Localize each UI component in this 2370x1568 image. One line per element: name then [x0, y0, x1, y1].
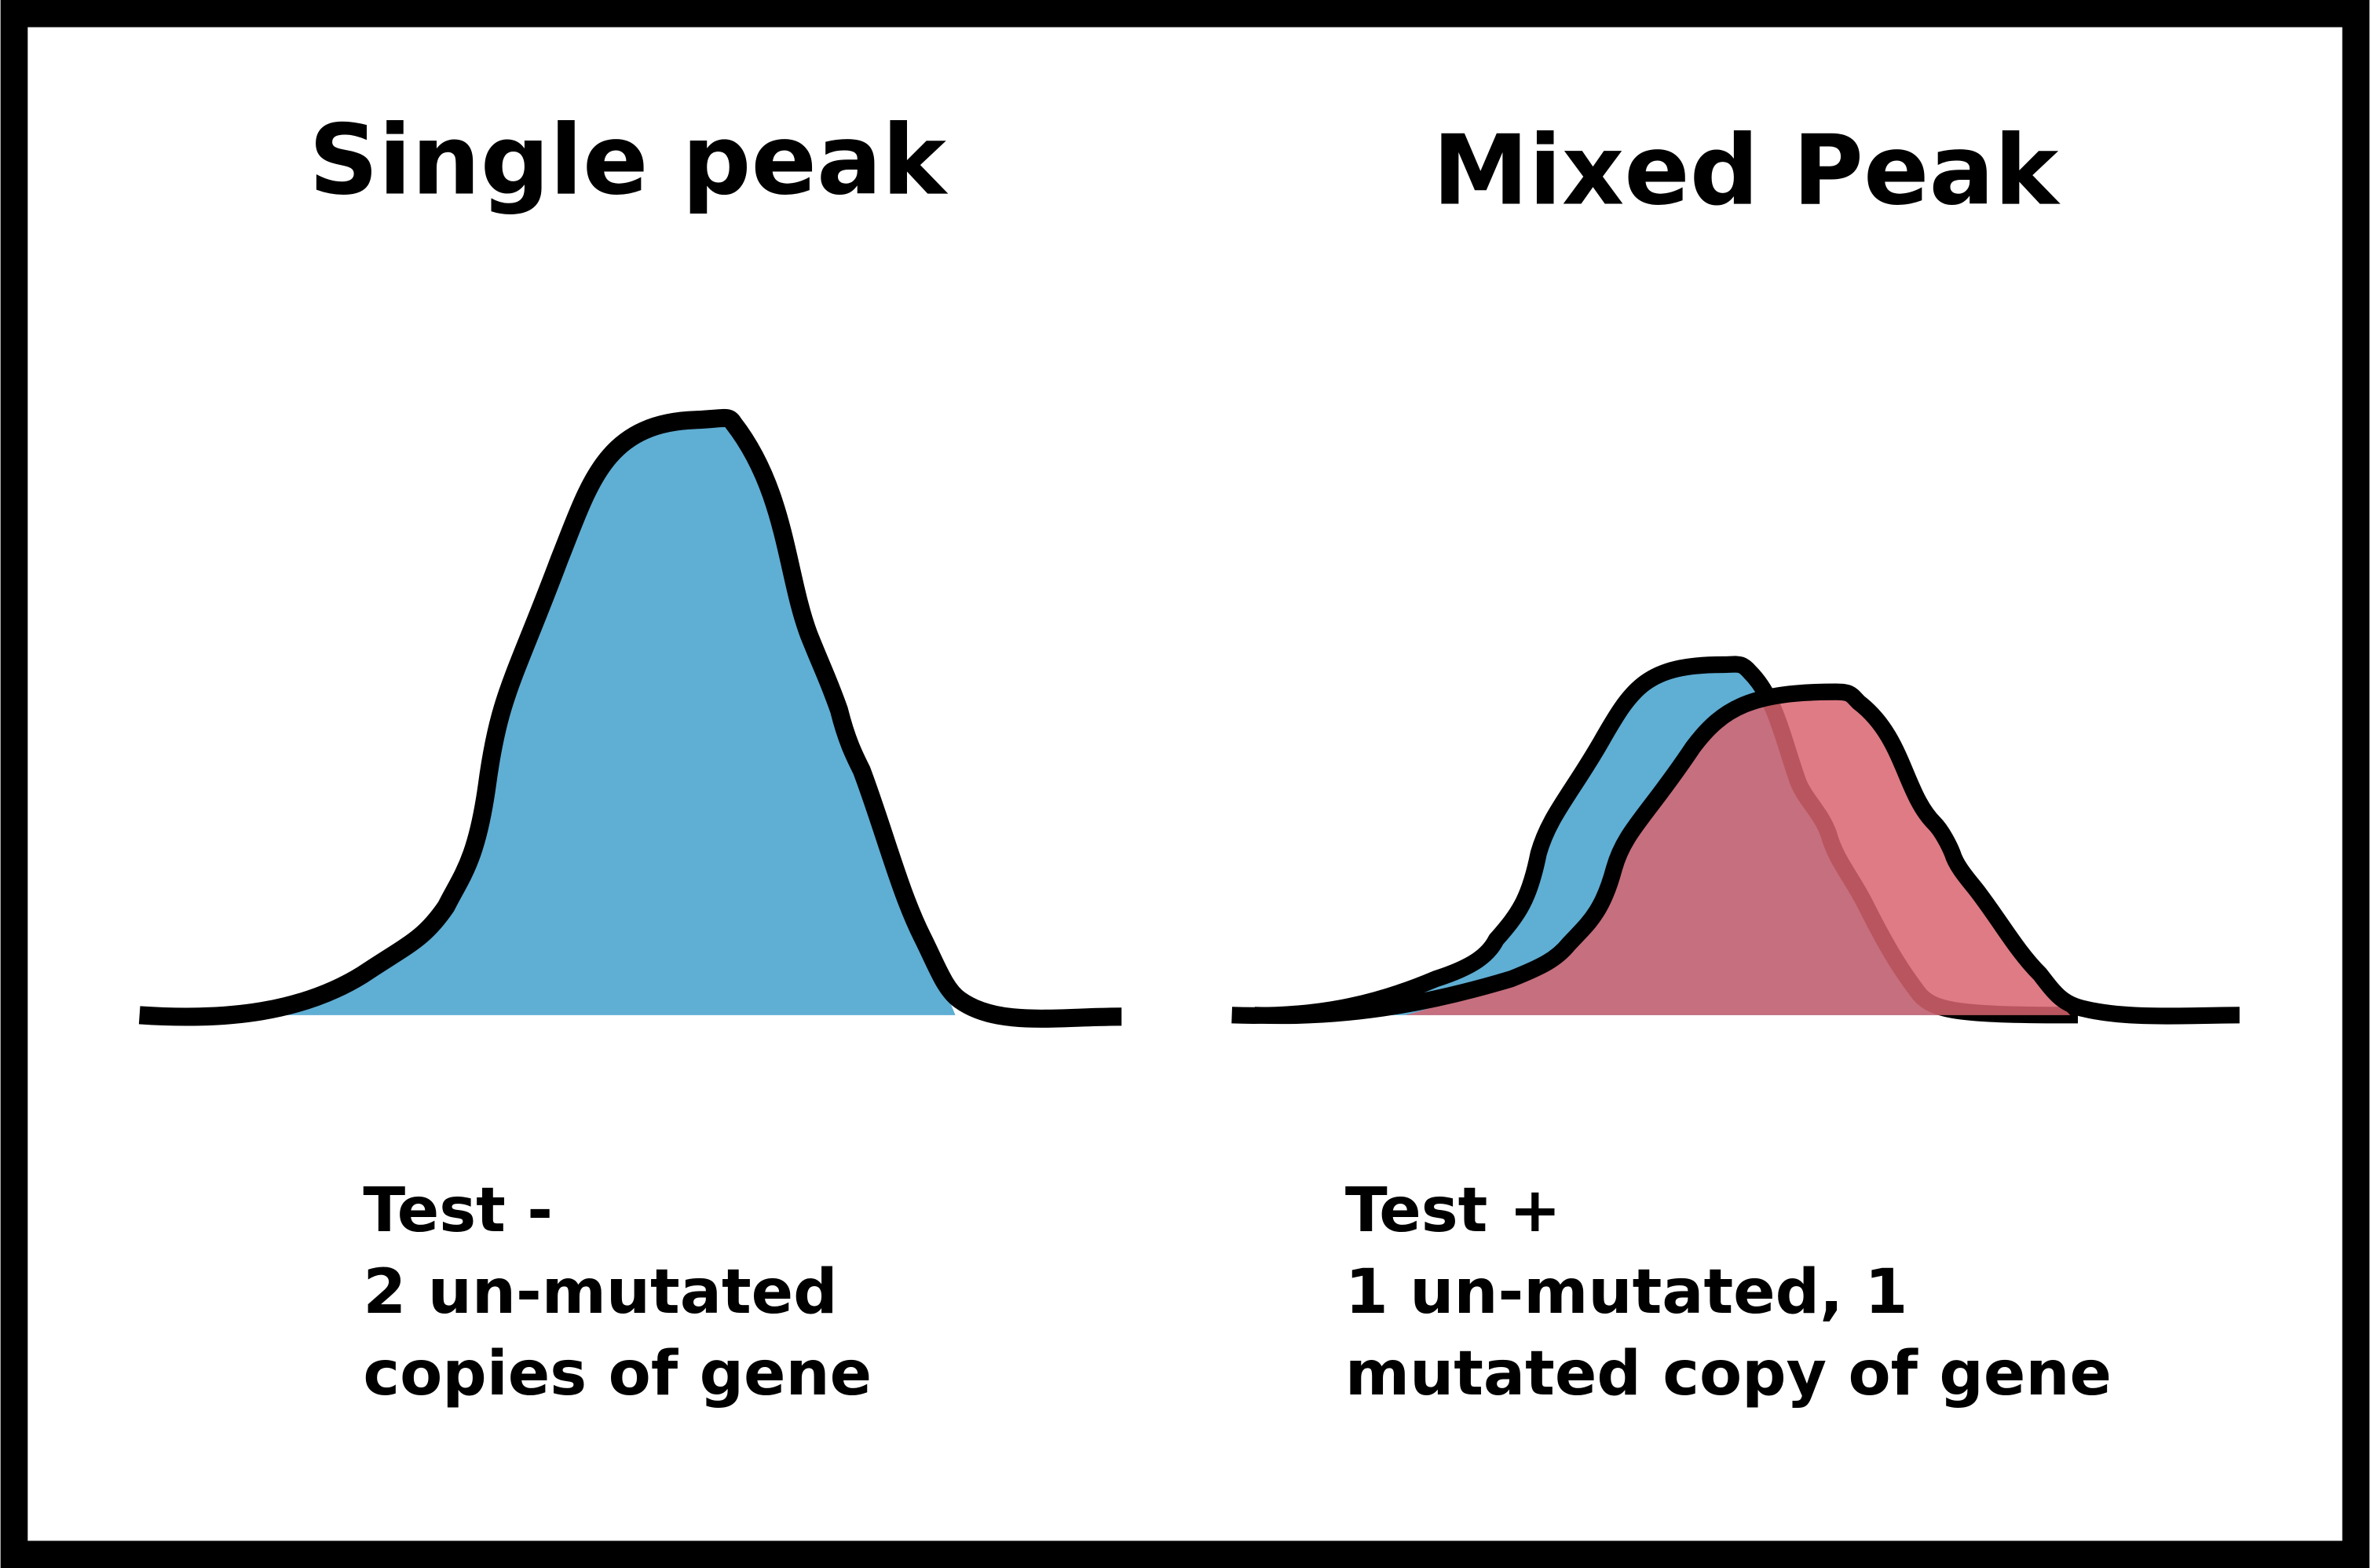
caption-line: Test +	[1345, 1174, 1561, 1246]
peak-outline	[1254, 683, 2240, 1025]
caption-line: copies of gene	[363, 1337, 872, 1409]
panel-title: Single peak	[309, 104, 949, 217]
panel-title: Mixed Peak	[1432, 115, 2061, 228]
caption-line: Test -	[363, 1174, 553, 1246]
caption-line: 2 un-mutated	[363, 1255, 837, 1328]
peak-outline	[138, 408, 1122, 1028]
caption-line: 1 un-mutated, 1	[1345, 1255, 1907, 1328]
caption-line: mutated copy of gene	[1345, 1337, 2112, 1409]
